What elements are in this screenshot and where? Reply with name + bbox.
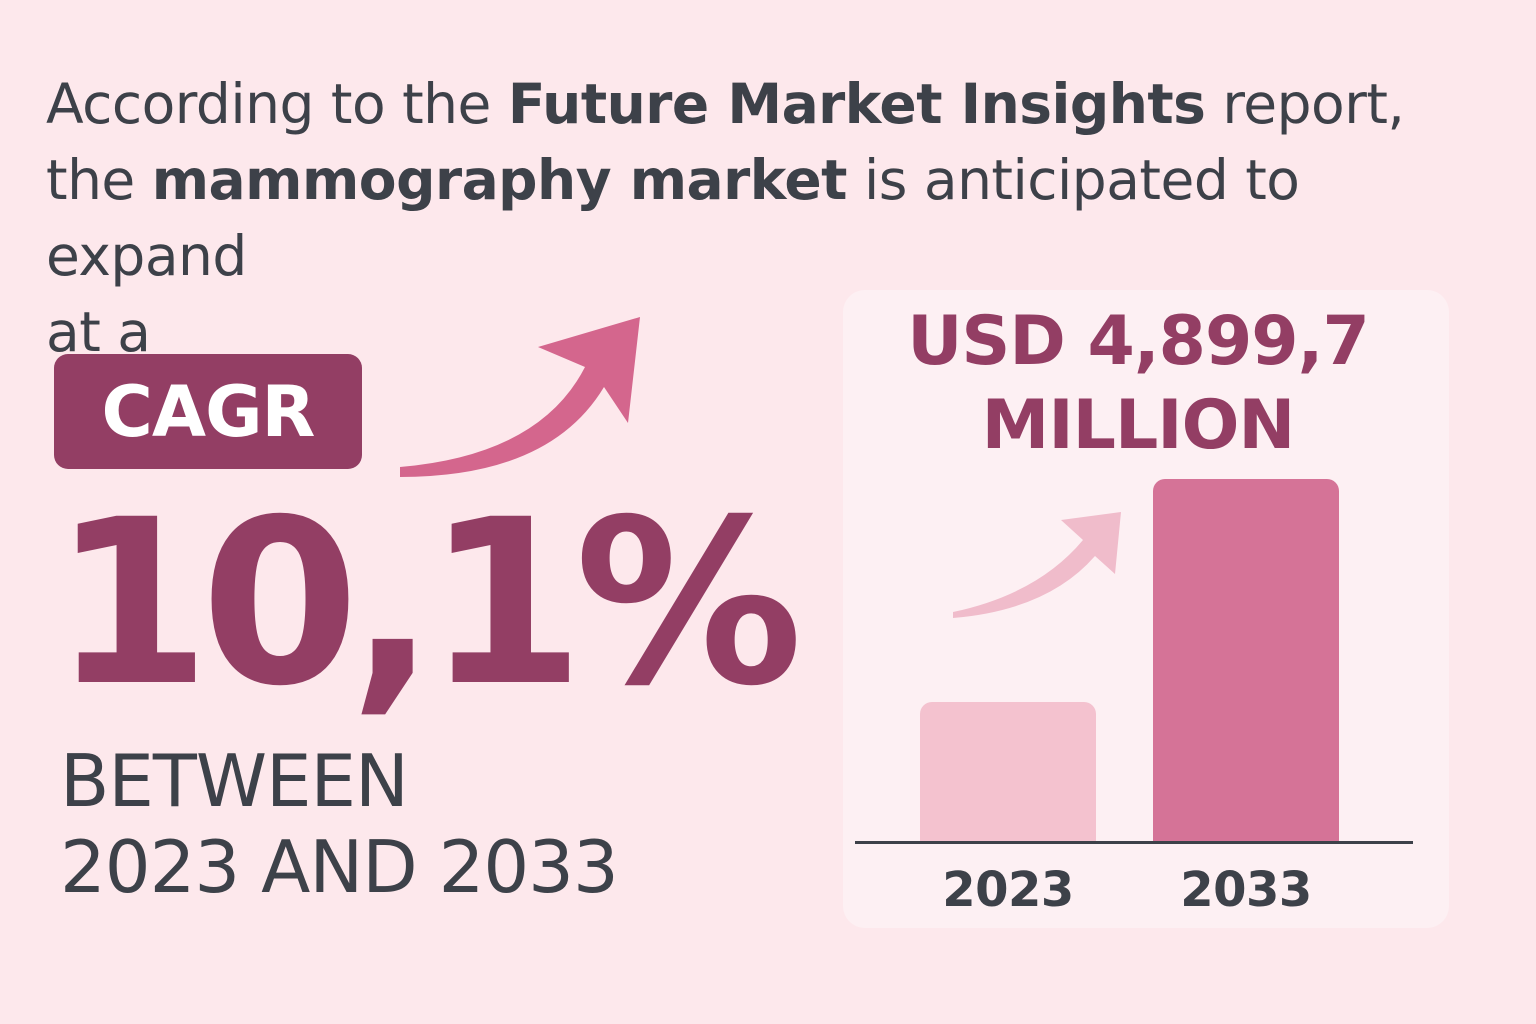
intro-line-1: According to the Future Market Insights … (46, 66, 1486, 142)
cagr-badge: CAGR (54, 354, 362, 469)
intro-text-part: at a (46, 300, 151, 364)
source-name: Future Market Insights (507, 72, 1206, 136)
x-axis-line (855, 841, 1413, 844)
x-tick-label-2033: 2033 (1180, 862, 1312, 918)
market-value-panel: USD 4,899,7 MILLION 2023 2033 (843, 290, 1449, 928)
x-tick-label-2023: 2023 (942, 862, 1074, 918)
market-value-line-1: USD 4,899,7 (907, 302, 1370, 381)
market-value: USD 4,899,7 MILLION (843, 300, 1433, 468)
cagr-rate: 10,1% (52, 470, 803, 736)
cagr-period: BETWEEN 2023 AND 2033 (60, 738, 619, 910)
intro-text-part: report, (1205, 72, 1405, 136)
intro-text-part: the (46, 148, 152, 212)
bar-2023 (920, 702, 1096, 841)
intro-line-2: the mammography market is anticipated to… (46, 142, 1486, 294)
intro-line-3: at a (46, 294, 1486, 370)
intro-text: According to the Future Market Insights … (46, 66, 1486, 370)
intro-text-part: According to the (46, 72, 508, 136)
intro-text-part: is anticipated to expand (46, 148, 1300, 288)
bar-2033 (1153, 479, 1339, 841)
market-value-line-2: MILLION (981, 386, 1296, 465)
trend-up-arrow-icon (953, 512, 1121, 618)
period-line-2: 2023 AND 2033 (60, 825, 619, 909)
market-name: mammography market (151, 148, 848, 212)
trend-up-arrow-icon (400, 317, 640, 477)
period-line-1: BETWEEN (60, 739, 409, 823)
cagr-label: CAGR (101, 370, 316, 453)
